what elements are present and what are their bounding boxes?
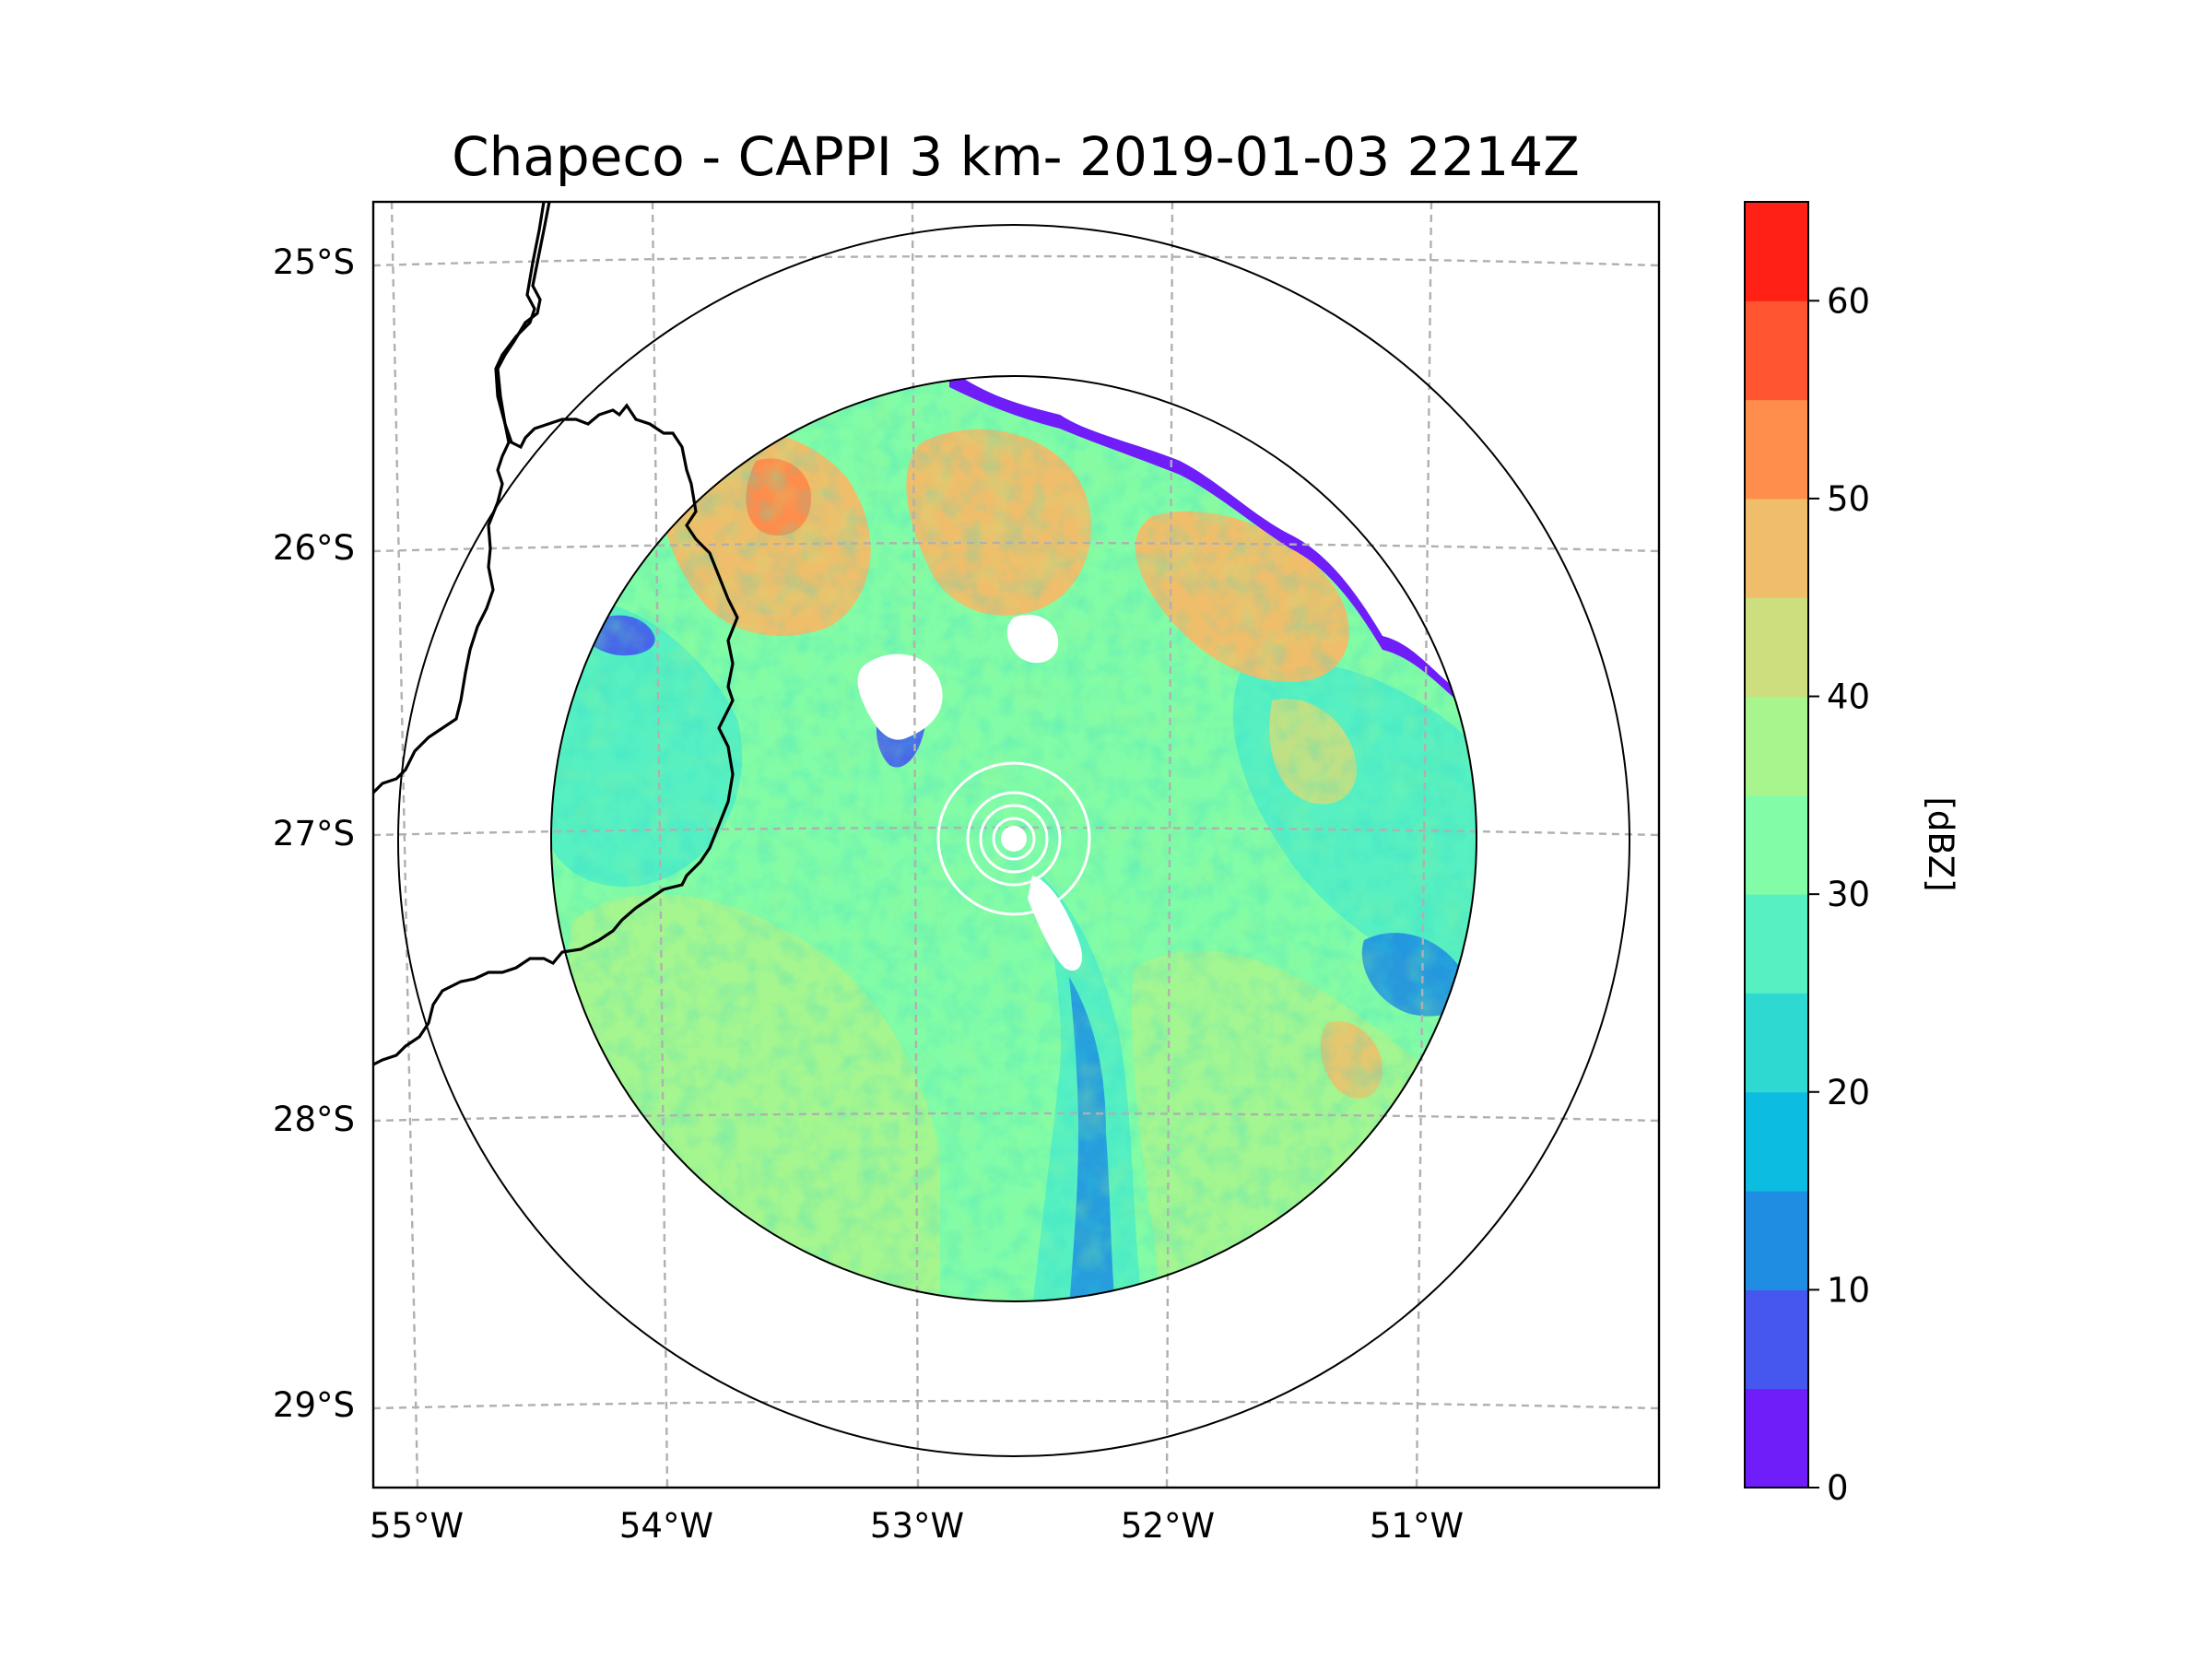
lon-tick-labels: 55°W 54°W 53°W 52°W 51°W [370,1506,1464,1546]
colorbar-band [1745,498,1808,598]
gridline-lon-51 [1415,202,1433,1488]
colorbar-band [1745,1091,1808,1192]
colorbar-ticks: 0 10 20 30 40 50 60 [1808,281,1870,1508]
lon-tick-label-54w: 54°W [619,1506,713,1546]
no-echo-north-edge [949,376,1475,714]
no-echo-gap-center [857,653,943,740]
gridlines [373,202,1659,1488]
map-axes: 55°W 54°W 53°W 52°W 51°W 25°S 26°S 27°S … [273,200,1661,1546]
lon-tick-label-53w: 53°W [870,1506,964,1546]
lat-tick-label-25s: 25°S [273,242,355,282]
colorbar-tick-label: 50 [1827,479,1870,519]
gridline-lon-53 [911,202,920,1488]
map-frame [371,200,1661,1489]
state-border [373,202,739,1066]
colorbar-band [1745,300,1808,401]
outer-range-ring [397,224,1630,1457]
colorbar-tick-label: 30 [1827,875,1870,914]
colorbar-band [1745,894,1808,994]
colorbar-tick-label: 60 [1827,281,1870,321]
colorbar-band [1745,993,1808,1093]
colorbar-band [1745,1191,1808,1290]
lat-tick-label-27s: 27°S [273,814,355,853]
inner-range-rings [936,761,1091,916]
colorbar-tick-label: 40 [1827,677,1870,717]
colorbar-frame [1744,201,1809,1488]
lat-tick-label-29s: 29°S [273,1385,355,1425]
colorbar-band [1745,597,1808,698]
colorbar-label: [dBZ] [1921,796,1960,891]
colorbar-bands [1745,202,1808,1488]
gridline-lon-52 [1165,202,1174,1488]
inner-ring-1 [992,817,1036,861]
no-echo-gap-southwest-of-radar [1028,876,1083,971]
inner-ring-3 [966,791,1062,887]
colorbar-tick-label: 0 [1827,1468,1849,1508]
chart-title: Chapeco - CAPPI 3 km- 2019-01-03 2214Z [452,125,1580,188]
map-content [373,202,1659,1488]
data-range-ring [550,375,1477,1302]
colorbar-band [1745,794,1808,895]
colorbar-band [1745,399,1808,500]
inner-ring-4 [936,761,1091,916]
no-echo-gap-center-b [1006,614,1059,664]
lat-tick-label-28s: 28°S [273,1100,355,1139]
gridline-lon-54 [651,202,669,1488]
colorbar-band [1745,1388,1808,1488]
colorbar-tick-label: 20 [1827,1073,1870,1112]
colorbar: 0 10 20 30 40 50 60 [dBZ] [1744,201,1960,1508]
colorbar-tick-label: 10 [1827,1270,1870,1310]
country-border [373,202,546,794]
lon-tick-label-55w: 55°W [370,1506,464,1546]
gridline-lon-55 [390,202,419,1488]
inner-ring-2 [979,804,1049,874]
lat-tick-labels: 25°S 26°S 27°S 28°S 29°S [273,242,355,1425]
lat-tick-label-26s: 26°S [273,528,355,568]
radar-site [1001,826,1027,852]
colorbar-band [1745,696,1808,796]
colorbar-band [1745,1289,1808,1390]
colorbar-band [1745,202,1808,301]
lon-tick-label-52w: 52°W [1121,1506,1215,1546]
lon-tick-label-51w: 51°W [1370,1506,1464,1546]
